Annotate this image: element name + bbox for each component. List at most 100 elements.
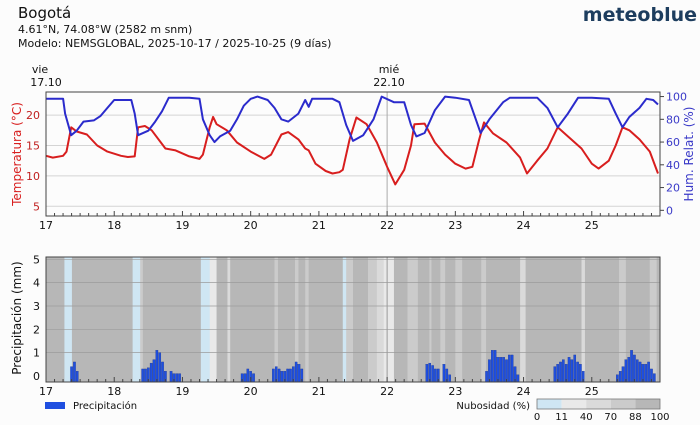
cloud-scale-swatch [635,399,660,409]
precipitation-legend-label: Precipitación [73,400,137,412]
precipitation-bar [158,352,162,383]
cloud-color-scale: 0 11 40 70 88 100 [534,398,670,423]
x-tick-label: 25 [585,385,599,398]
cloud-scale-tick-label: 0 [534,412,540,423]
precipitation-bar [152,359,156,383]
grid [46,92,660,216]
grid [46,257,660,382]
precipitation-bar [289,368,292,383]
cloud-band [462,257,482,382]
temperature-tick-label: 10 [26,170,40,183]
cloud-band [376,257,384,382]
precipitation-bar [161,361,164,383]
cloud-band [649,257,657,382]
precipitation-bar [618,371,622,383]
x-tick-label: 19 [175,385,189,398]
precipitation-tick-label: 2 [33,323,40,336]
precipitation-bar [243,373,247,383]
cloud-band [64,257,73,382]
x-tick-label: 20 [244,385,258,398]
precipitation-tick-label: 5 [33,253,40,266]
cloud-scale-swatch [586,399,611,409]
x-tick-label: 25 [585,219,599,232]
precipitation-legend-swatch [45,402,65,409]
humidity-tick-label: 100 [666,91,687,104]
humidity-tick-label: 60 [666,136,680,149]
precipitation-tick-label: 4 [33,277,40,290]
model-text: Modelo: NEMSGLOBAL, 2025-10-17 / 2025-10… [18,37,331,50]
precipitation-axis-label: Precipitación (mm) [10,261,24,374]
cloud-band [353,257,369,382]
precipitation-bar [277,368,281,383]
x-tick-label: 22 [380,219,394,232]
precipitation-bar [510,354,514,383]
cloud-band [298,257,306,382]
cloud-band [200,257,211,382]
precipitation-tick-label: 1 [33,347,40,360]
precipitation-bar [493,350,497,383]
humidity-tick-label: 40 [666,159,680,172]
temperature-tick-label: 15 [26,139,40,152]
axes: 5 10 15 20 0 20 40 60 80 100 17 18 19 20 21 22 23 24 25 [26,91,687,232]
cloud-band [584,257,620,382]
plot-area [46,92,660,216]
cloud-band [132,257,141,382]
precipitation-bar [280,371,284,383]
precipitation-bar [633,354,636,383]
precipitation-bar [75,371,79,383]
precipitation-bar [175,373,179,383]
x-tick-label: 19 [175,219,189,232]
cloud-band [209,257,217,382]
precipitation-bar [149,362,153,383]
precipitation-bar [294,361,298,383]
cloud-band [295,257,299,382]
cloud-band [216,257,228,382]
day-marker-weekday: vie [32,63,49,76]
precipitation-bar [488,359,491,383]
precipitation-bar [252,373,255,383]
x-tick-label: 22 [380,385,394,398]
precipitation-bar [573,354,577,383]
precipitation-bar [246,368,250,383]
precipitation-bar [624,359,628,383]
precipitation-bar [286,368,289,383]
cloud-band [71,257,133,382]
precipitation-tick-label: 0 [33,370,40,383]
precipitation-bar [567,357,571,383]
x-tick-label: 20 [244,219,258,232]
precipitation-bar [141,368,144,383]
cloud-band [227,257,231,382]
cloud-band [431,257,441,382]
precipitation-bar [431,365,434,383]
precipitation-bar [144,368,147,383]
cloud-band [619,257,627,382]
cloud-legend-label: Nubosidad (%) [456,401,530,412]
cloud-band [455,257,463,382]
x-tick-label: 24 [517,219,531,232]
precipitation-bar [434,368,437,383]
cloud-band [445,257,456,382]
precipitation-bar [562,359,565,383]
day-marker-date: 22.10 [373,76,405,89]
precipitation-bar [448,374,451,383]
precipitation-bar [570,359,574,383]
precipitation-bar [73,361,76,383]
cloud-band [277,257,296,382]
cloud-band [140,257,144,382]
precipitation-tick-label: 3 [33,300,40,313]
precipitation-bar [485,371,488,383]
cloud-band [346,257,354,382]
x-tick-label: 17 [39,385,53,398]
precipitation-bar [579,364,582,383]
cloud-band [46,257,65,382]
coordinates-text: 4.61°N, 74.08°W (2582 m snm) [18,23,192,36]
cloud-scale-frame [536,398,661,410]
temperature-line [45,115,659,186]
precipitation-bar [559,361,562,383]
precipitation-bar [627,357,631,383]
precipitation-bar [653,373,656,383]
meteoblue-logo[interactable]: meteoblue [583,4,697,26]
cloud-band [525,257,582,382]
cloud-scale-tick-label: 70 [604,412,617,423]
